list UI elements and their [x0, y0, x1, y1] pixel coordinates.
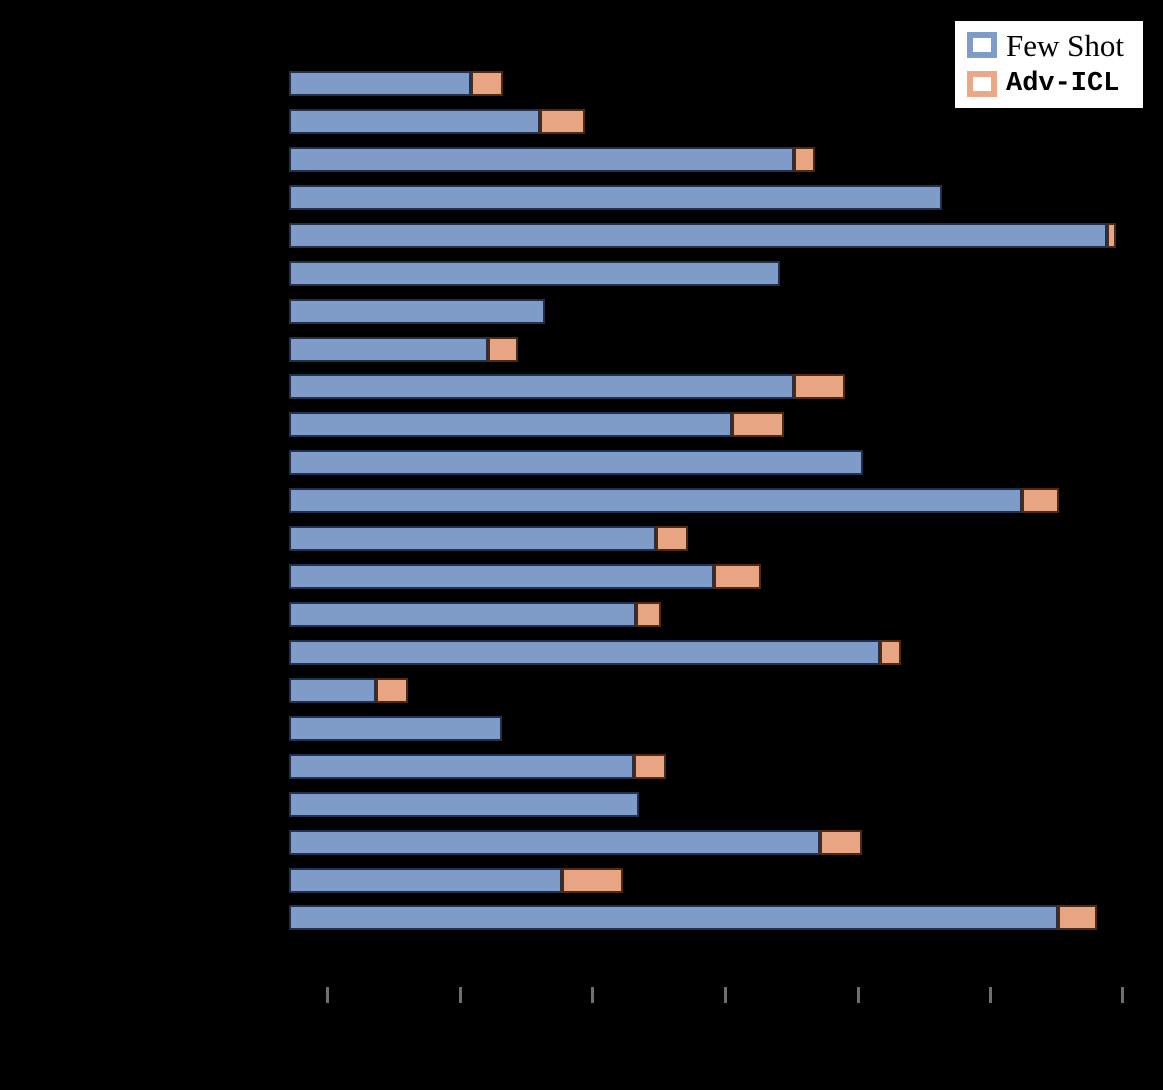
x-axis-tick [724, 987, 727, 1003]
adv-icl-bar-segment [1022, 488, 1059, 513]
adv-icl-bar-segment [794, 374, 845, 399]
few-shot-bar-segment [289, 450, 863, 475]
adv-icl-bar-segment [376, 678, 408, 703]
adv-icl-bar-segment [1107, 223, 1116, 248]
few-shot-bar-segment [289, 754, 634, 779]
legend-label-few-shot: Few Shot [1006, 27, 1124, 63]
adv-icl-bar-segment [488, 337, 518, 362]
adv-icl-bar-segment [880, 640, 901, 665]
few-shot-bar-segment [289, 602, 636, 627]
adv-icl-bar-segment [540, 109, 585, 134]
few-shot-bar-segment [289, 223, 1107, 248]
few-shot-bar-segment [289, 640, 880, 665]
adv-icl-bar-segment [636, 602, 661, 627]
few-shot-bar-segment [289, 147, 794, 172]
few-shot-bar-segment [289, 868, 562, 893]
few-shot-bar-segment [289, 337, 488, 362]
x-axis-tick [591, 987, 594, 1003]
few-shot-bar-segment [289, 412, 732, 437]
few-shot-bar-segment [289, 488, 1022, 513]
legend-item-adv-icl: Adv-ICL [967, 69, 1133, 99]
adv-icl-bar-segment [1058, 905, 1097, 930]
few-shot-bar-segment [289, 830, 820, 855]
adv-icl-bar-segment [562, 868, 623, 893]
few-shot-bar-segment [289, 374, 794, 399]
few-shot-bar-segment [289, 678, 376, 703]
few-shot-bar-segment [289, 526, 656, 551]
few-shot-bar-segment [289, 299, 545, 324]
few-shot-bar-segment [289, 71, 471, 96]
legend: Few Shot Adv-ICL [953, 19, 1145, 110]
adv-icl-bar-segment [471, 71, 503, 96]
legend-item-few-shot: Few Shot [967, 27, 1133, 63]
few-shot-bar-segment [289, 109, 540, 134]
few-shot-bar-segment [289, 792, 639, 817]
adv-icl-bar-segment [714, 564, 761, 589]
few-shot-bar-segment [289, 261, 780, 286]
x-axis-tick [459, 987, 462, 1003]
legend-swatch-adv-icl [967, 71, 997, 97]
adv-icl-bar-segment [634, 754, 666, 779]
few-shot-bar-segment [289, 564, 714, 589]
legend-label-adv-icl: Adv-ICL [1006, 68, 1120, 99]
x-axis-tick [1121, 987, 1124, 1003]
adv-icl-bar-segment [732, 412, 784, 437]
x-axis-tick [326, 987, 329, 1003]
adv-icl-bar-segment [820, 830, 862, 855]
x-axis-tick [857, 987, 860, 1003]
adv-icl-bar-segment [656, 526, 688, 551]
few-shot-bar-segment [289, 185, 942, 210]
legend-swatch-few-shot [967, 32, 997, 58]
adv-icl-bar-segment [794, 147, 815, 172]
x-axis-tick [989, 987, 992, 1003]
few-shot-bar-segment [289, 905, 1058, 930]
few-shot-bar-segment [289, 716, 502, 741]
